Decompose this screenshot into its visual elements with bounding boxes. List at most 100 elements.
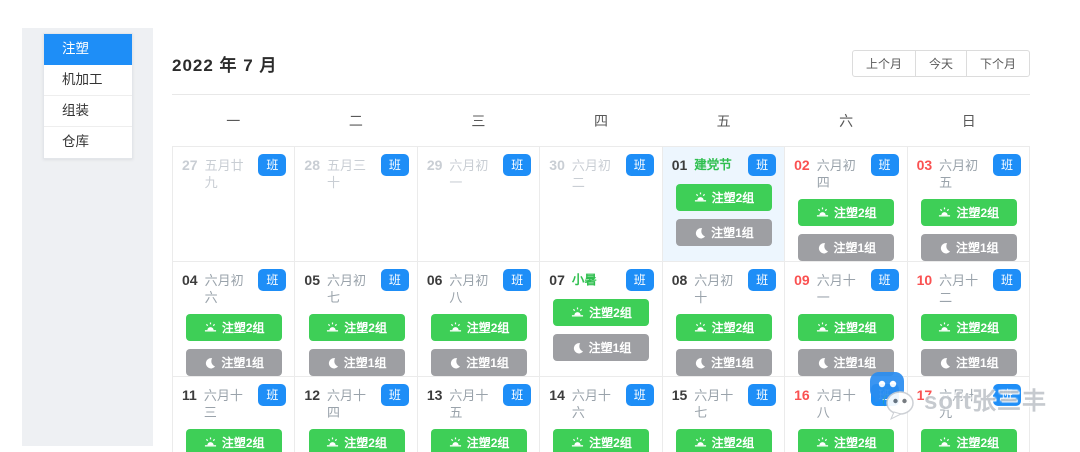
shift-schedule-badge[interactable]: 班 — [380, 154, 409, 176]
day-shift-button[interactable]: 注塑2组 — [675, 429, 772, 452]
night-shift-label: 注塑1组 — [343, 356, 387, 370]
shift-schedule-badge[interactable]: 班 — [380, 269, 409, 291]
calendar-day-cell-13[interactable]: 13 六月十五班注塑2组 — [417, 377, 541, 452]
day-shift-label: 注塑2组 — [834, 206, 877, 220]
calendar-day-cell-29[interactable]: 29 六月初一班 — [417, 147, 541, 262]
lunar-date-label: 六月初八 — [449, 273, 489, 305]
prev-month-button[interactable]: 上个月 — [851, 50, 916, 77]
calendar-day-cell-07[interactable]: 07 小暑 班注塑2组 注塑1组 — [540, 262, 663, 377]
shift-schedule-badge[interactable]: 班 — [992, 269, 1021, 291]
date-line: 02 六月初四班 — [794, 154, 899, 191]
shift-schedule-badge[interactable]: 班 — [258, 154, 287, 176]
night-shift-label: 注塑1组 — [833, 356, 877, 370]
shift-schedule-badge[interactable]: 班 — [503, 269, 532, 291]
shift-schedule-badge[interactable]: 班 — [870, 269, 899, 291]
calendar-day-cell-12[interactable]: 12 六月十四班注塑2组 — [295, 377, 418, 452]
calendar-day-cell-17[interactable]: 17 六月十九班注塑2组 — [907, 377, 1030, 452]
day-shift-button[interactable]: 注塑2组 — [431, 429, 528, 452]
calendar-day-cell-01[interactable]: 01 建党节 班注塑2组 注塑1组 — [662, 147, 786, 262]
day-shift-button[interactable]: 注塑2组 — [920, 429, 1017, 452]
day-shift-button[interactable]: 注塑2组 — [675, 314, 772, 341]
sidebar-item-0[interactable]: 注塑 — [44, 34, 132, 65]
calendar-day-cell-08[interactable]: 08 六月初十班注塑2组注塑1组 — [662, 262, 786, 377]
night-shift-button[interactable]: 注塑1组 — [675, 219, 772, 246]
shift-schedule-badge[interactable]: 班 — [870, 154, 899, 176]
calendar-day-cell-27[interactable]: 27 五月廿九班 — [173, 147, 296, 262]
weekday-label-5: 六 — [839, 112, 854, 129]
night-shift-button[interactable]: 注塑1组 — [186, 349, 283, 376]
night-shift-button[interactable]: 注塑1组 — [553, 334, 650, 361]
night-shift-button[interactable]: 注塑1组 — [675, 349, 772, 376]
shift-schedule-badge[interactable]: 班 — [258, 269, 287, 291]
calendar-day-cell-05[interactable]: 05 六月初七班注塑2组 注塑1组 — [295, 262, 418, 377]
shift-schedule-badge[interactable]: 班 — [503, 384, 532, 406]
today-button[interactable]: 今天 — [914, 50, 967, 77]
shift-schedule-badge[interactable]: 班 — [503, 154, 532, 176]
day-shift-label: 注塑2组 — [221, 436, 265, 450]
day-shift-button[interactable]: 注塑2组 — [798, 314, 895, 341]
day-shift-button[interactable]: 注塑2组 — [920, 199, 1017, 226]
lunar-date-label: 六月初五 — [939, 158, 979, 190]
shift-schedule-badge[interactable]: 班 — [625, 269, 654, 291]
date-number: 27 — [182, 157, 198, 173]
calendar-day-cell-16[interactable]: 16 六月十八班注塑2组 — [785, 377, 908, 452]
calendar-day-cell-28[interactable]: 28 五月三十班 — [295, 147, 418, 262]
sidebar-item-3[interactable]: 仓库 — [44, 127, 132, 158]
day-shift-button[interactable]: 注塑2组 — [186, 429, 283, 452]
shift-schedule-badge[interactable]: 班 — [748, 154, 777, 176]
shift-schedule-badge[interactable]: 班 — [625, 154, 654, 176]
calendar-day-cell-14[interactable]: 14 六月十六班注塑2组 — [540, 377, 663, 452]
calendar-day-cell-15[interactable]: 15 六月十七班注塑2组 — [662, 377, 786, 452]
workshop-sidebar-panel: 注塑 机加工 组装 仓库 — [22, 28, 153, 446]
date-line: 04 六月初六班 — [182, 269, 287, 306]
calendar-day-cell-06[interactable]: 06 六月初八班注塑2组注塑1组 — [417, 262, 541, 377]
day-shift-button[interactable]: 注塑2组 — [553, 299, 650, 326]
calendar-day-cell-09[interactable]: 09 六月十一班注塑2组 注塑1组 — [785, 262, 908, 377]
moon-icon — [817, 242, 829, 254]
sunrise-icon — [816, 436, 829, 449]
shift-schedule-badge[interactable]: 班 — [380, 384, 409, 406]
calendar-day-cell-11[interactable]: 11 六月十三班注塑2组 — [173, 377, 296, 452]
moon-icon — [694, 357, 706, 369]
lunar-date-label: 六月初一 — [449, 158, 489, 190]
night-shift-button[interactable]: 注塑1组 — [920, 349, 1017, 376]
calendar-day-cell-02[interactable]: 02 六月初四班注塑2组注塑1组 — [785, 147, 908, 262]
date-line: 08 六月初十班 — [672, 269, 777, 306]
moon-icon — [694, 227, 706, 239]
shift-schedule-badge[interactable]: 班 — [748, 384, 777, 406]
header-divider — [172, 94, 1030, 95]
sunrise-icon — [816, 206, 829, 219]
night-shift-button[interactable]: 注塑1组 — [308, 349, 405, 376]
sunrise-icon — [938, 206, 951, 219]
date-number: 06 — [426, 272, 443, 288]
day-shift-button[interactable]: 注塑2组 — [431, 314, 528, 341]
shift-schedule-badge[interactable]: 班 — [625, 384, 654, 406]
next-month-button[interactable]: 下个月 — [965, 50, 1030, 77]
night-shift-button[interactable]: 注塑1组 — [798, 234, 895, 261]
calendar-day-cell-03[interactable]: 03 六月初五班注塑2组 注塑1组 — [907, 147, 1030, 262]
sidebar-item-1[interactable]: 机加工 — [44, 65, 132, 96]
day-shift-button[interactable]: 注塑2组 — [798, 199, 895, 226]
night-shift-button[interactable]: 注塑1组 — [920, 234, 1017, 261]
night-shift-button[interactable]: 注塑1组 — [431, 349, 528, 376]
day-shift-button[interactable]: 注塑2组 — [920, 314, 1017, 341]
day-shift-button[interactable]: 注塑2组 — [553, 429, 650, 452]
calendar-day-cell-10[interactable]: 10 六月十二班注塑2组 注塑1组 — [907, 262, 1030, 377]
shift-schedule-badge[interactable]: 班 — [992, 154, 1021, 176]
day-shift-button[interactable]: 注塑2组 — [308, 314, 405, 341]
sidebar-item-2[interactable]: 组装 — [44, 96, 132, 127]
day-shift-button[interactable]: 注塑2组 — [675, 184, 772, 211]
day-shift-button[interactable]: 注塑2组 — [186, 314, 283, 341]
shift-schedule-badge[interactable]: 班 — [748, 269, 777, 291]
calendar-day-cell-30[interactable]: 30 六月初二班 — [540, 147, 663, 262]
day-shift-button[interactable]: 注塑2组 — [308, 429, 405, 452]
day-shift-button[interactable]: 注塑2组 — [798, 429, 895, 452]
shift-schedule-badge[interactable]: 班 — [870, 384, 899, 406]
lunar-date-label: 六月十一 — [816, 273, 856, 305]
shift-schedule-badge[interactable]: 班 — [992, 384, 1021, 406]
night-shift-button[interactable]: 注塑1组 — [798, 349, 895, 376]
shift-schedule-badge[interactable]: 班 — [258, 384, 287, 406]
calendar-day-cell-04[interactable]: 04 六月初六班注塑2组注塑1组 — [173, 262, 296, 377]
night-shift-label: 注塑1组 — [588, 341, 632, 355]
date-number: 07 — [549, 272, 565, 288]
